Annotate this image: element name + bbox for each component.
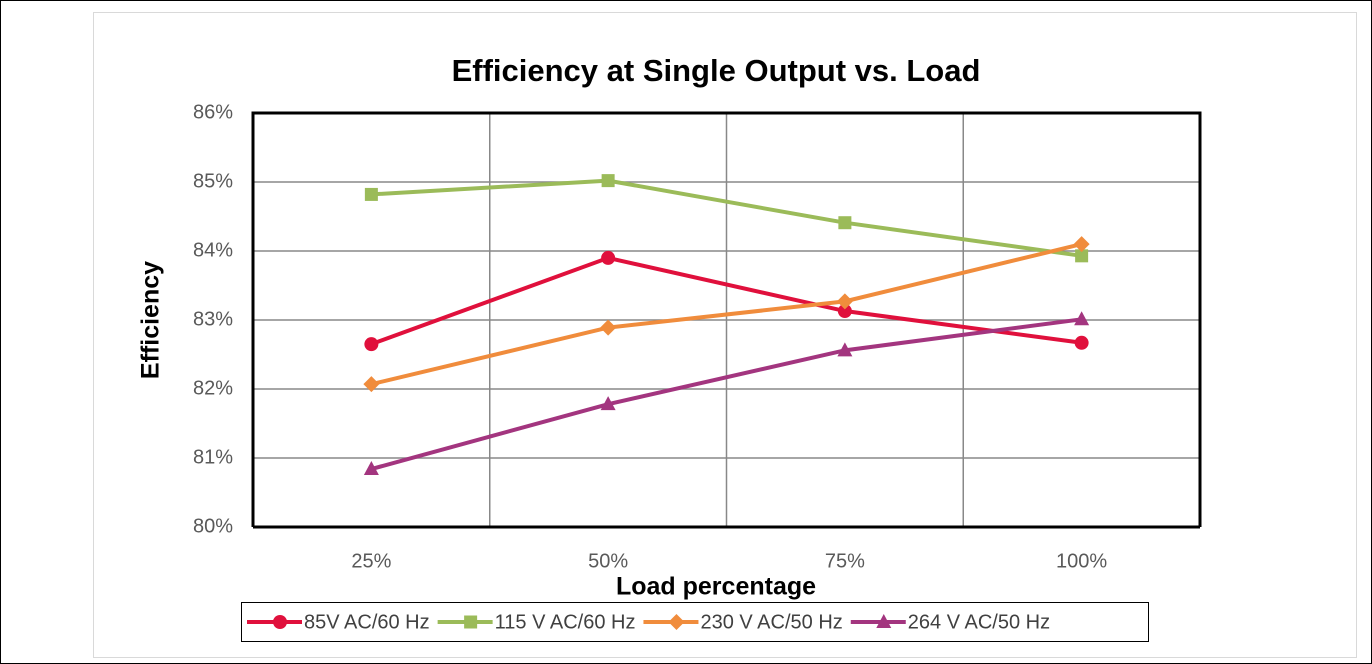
series-line — [371, 178, 1082, 258]
data-point — [363, 461, 379, 476]
data-point — [363, 376, 380, 393]
plot-border — [251, 111, 1202, 527]
y-tick-label: 83% — [193, 308, 233, 330]
data-point — [837, 342, 853, 357]
series-line — [370, 317, 1082, 471]
data-point — [364, 187, 378, 201]
legend-marker — [273, 615, 287, 629]
data-point — [600, 319, 617, 336]
chart-border — [93, 12, 1357, 658]
x-axis-label: Load percentage — [616, 573, 816, 601]
legend-label: 230 V AC/50 Hz — [700, 611, 842, 633]
data-point — [1074, 311, 1090, 326]
legend-marker — [876, 614, 892, 628]
legend-label: 264 V AC/50 Hz — [908, 611, 1050, 633]
legend-marker — [668, 614, 685, 630]
y-tick-label: 82% — [193, 377, 233, 399]
data-point — [364, 337, 379, 352]
y-tick-label: 81% — [193, 446, 233, 468]
x-tick-label: 100% — [1056, 550, 1107, 572]
x-tick-label: 25% — [351, 550, 391, 572]
legend-label: 85V AC/60 Hz — [304, 611, 430, 633]
legend-marker — [464, 615, 478, 629]
x-tick-label: 50% — [588, 550, 628, 572]
y-tick-label: 80% — [193, 515, 233, 537]
legend-box — [241, 602, 1149, 642]
x-tick-label: 75% — [825, 550, 865, 572]
y-axis-label: Efficiency — [137, 261, 165, 379]
series-line — [370, 255, 1082, 347]
y-tick-label: 86% — [193, 101, 233, 123]
data-point — [601, 174, 615, 188]
y-tick-label: 84% — [193, 239, 233, 261]
series-line — [370, 242, 1083, 387]
data-point — [1074, 335, 1089, 350]
chart-title: Efficiency at Single Output vs. Load — [452, 53, 981, 88]
data-point — [837, 304, 852, 319]
data-point — [1075, 249, 1089, 263]
data-point — [1073, 236, 1090, 253]
y-tick-label: 85% — [193, 170, 233, 192]
data-point — [601, 250, 616, 265]
legend-label: 115 V AC/60 Hz — [495, 611, 636, 633]
data-point — [838, 216, 852, 230]
data-point — [600, 396, 616, 411]
data-point — [836, 293, 853, 310]
